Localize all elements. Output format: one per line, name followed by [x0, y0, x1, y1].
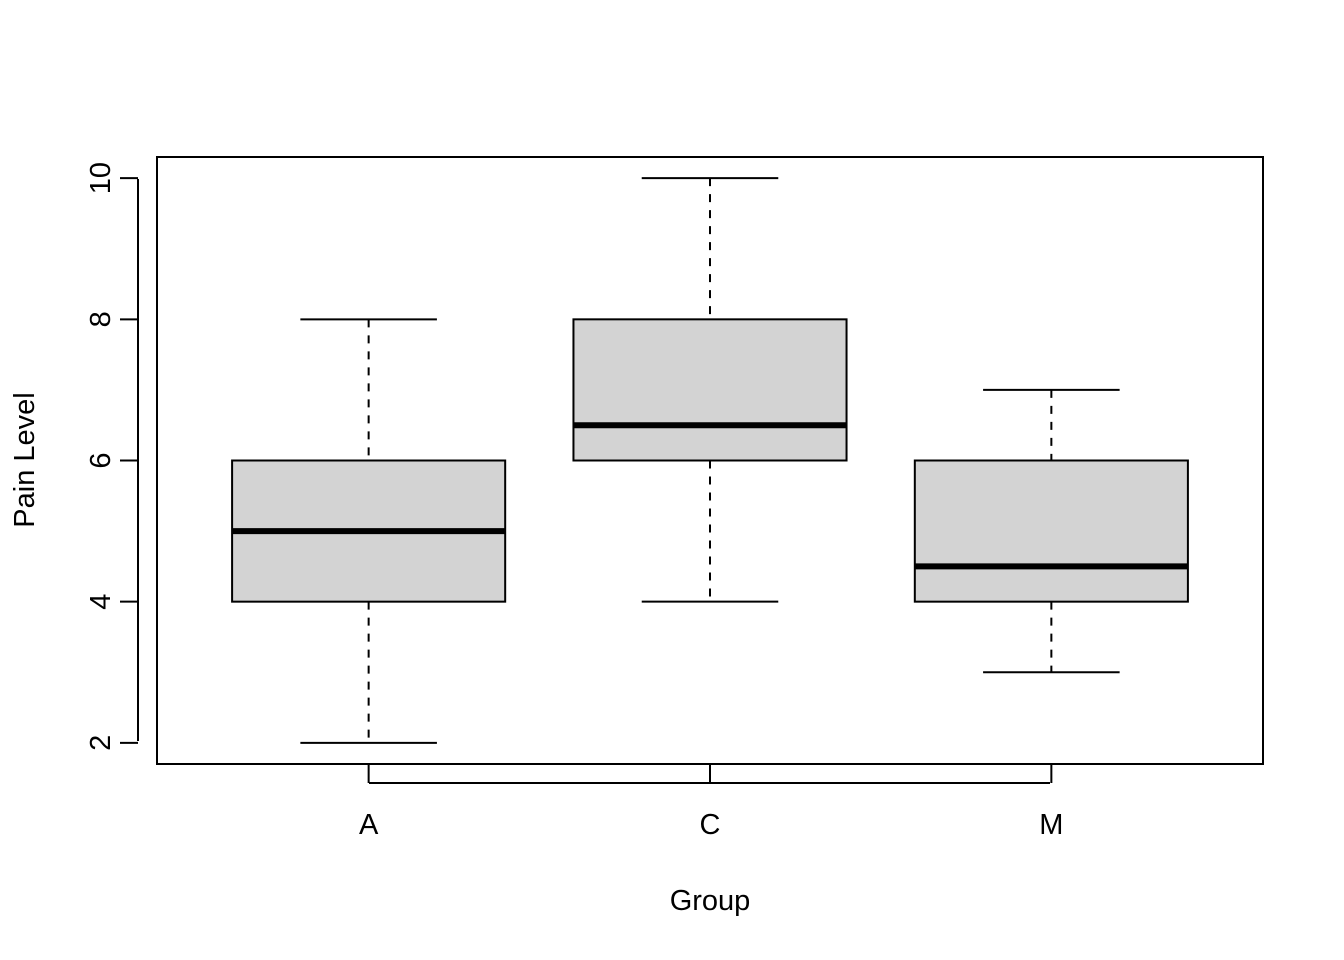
iqr-box: [913, 459, 1189, 603]
box-c: [572, 177, 848, 603]
y-tick-label: 8: [85, 311, 117, 327]
box-m: [913, 388, 1189, 674]
iqr-box: [572, 318, 848, 462]
y-tick-label: 2: [85, 735, 117, 751]
x-axis-label: Group: [670, 885, 751, 917]
y-tick-label: 4: [85, 594, 117, 610]
x-tick-label: M: [1039, 809, 1063, 841]
y-axis-label: Pain Level: [9, 392, 41, 527]
y-axis: 2 4 6 8 10: [85, 162, 139, 751]
boxes-group: [231, 177, 1189, 744]
y-tick-label: 6: [85, 452, 117, 468]
x-tick-label: C: [700, 809, 721, 841]
x-tick-label: A: [359, 809, 379, 841]
y-tick-label: 10: [85, 162, 117, 194]
box-a: [231, 318, 507, 744]
